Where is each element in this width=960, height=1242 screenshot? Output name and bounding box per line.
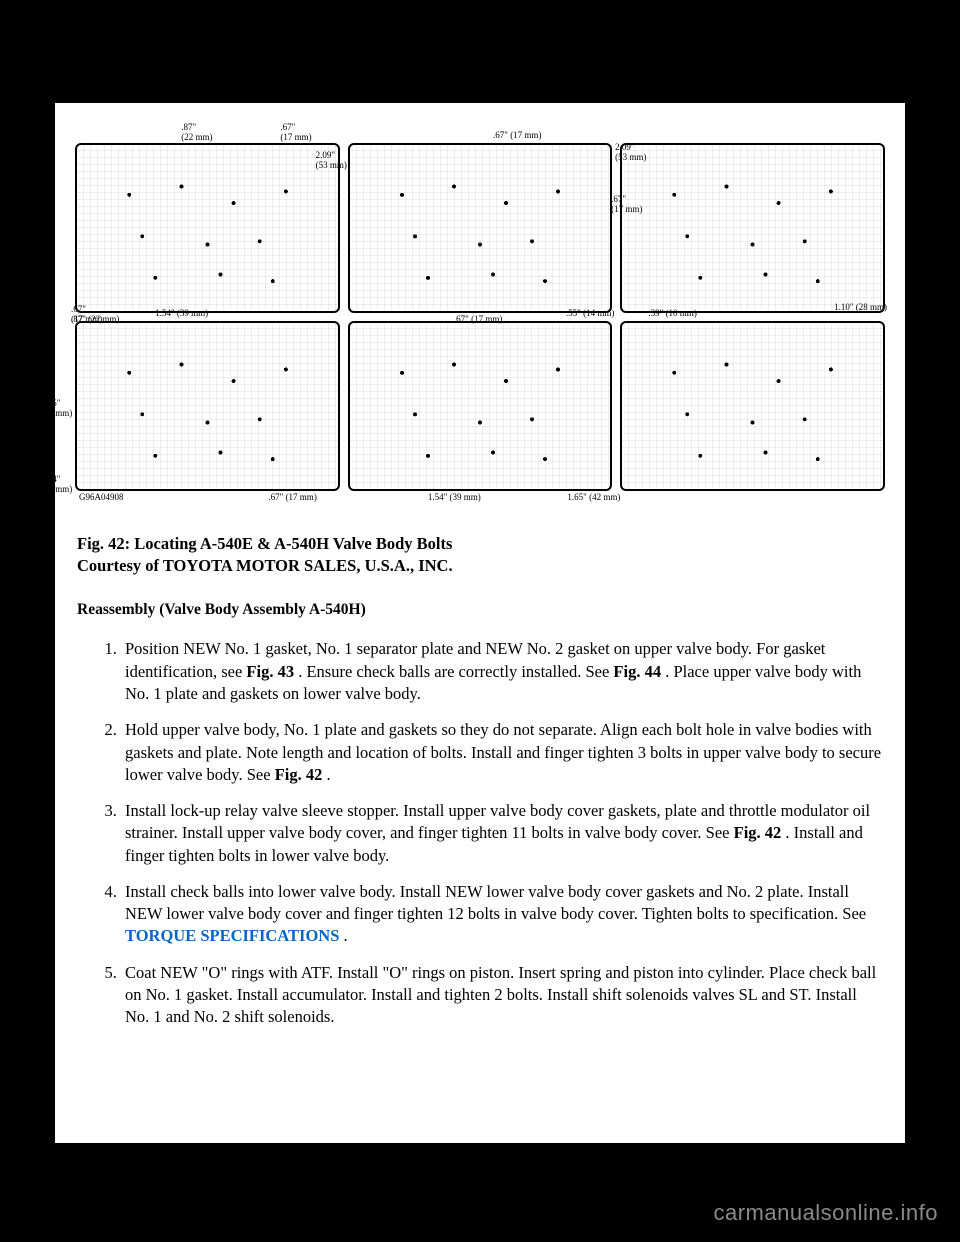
watermark: carmanualsonline.info [713, 1200, 938, 1226]
valve-body-view-4: .67"(17 mm) 1.54" (39 mm) 1.65"(42 mm) 1… [75, 321, 340, 491]
fig-ref: Fig. 44 [613, 662, 661, 681]
figure-42-diagram: .87"(22 mm) .67"(17 mm) .87" (22 mm) 2.0… [55, 103, 905, 501]
callout-label: 1.54" (39 mm) [155, 309, 208, 319]
valve-body-view-3: 1.10" (28 mm) [620, 143, 885, 313]
callout-label: .87"(22 mm) [181, 123, 212, 143]
callout-label: .39" (10 mm) [648, 309, 696, 319]
valve-body-view-5: .55" (14 mm) 1.54" (39 mm) 1.65" (42 mm) [348, 321, 613, 491]
caption-fig-title: Locating A-540E & A-540H Valve Body Bolt… [134, 534, 452, 553]
callout-label: .55" (14 mm) [566, 309, 614, 319]
callout-label: 1.54"(39 mm) [41, 475, 72, 495]
subheading: Reassembly (Valve Body Assembly A-540H) [77, 600, 883, 621]
fig-ref: Fig. 43 [246, 662, 294, 681]
callout-label: 1.54" (39 mm) [428, 493, 481, 503]
callout-label: .67" (17 mm) [268, 493, 316, 503]
callout-label: 1.10" (28 mm) [834, 303, 887, 313]
figure-caption: Fig. 42: Locating A-540E & A-540H Valve … [77, 533, 883, 578]
step-text: . [339, 926, 347, 945]
valve-body-view-2: 2.09"(53 mm) .67" (17 mm) 2.09"(53 mm) .… [348, 143, 613, 313]
step-3: Install lock-up relay valve sleeve stopp… [121, 800, 883, 867]
step-text: . Ensure check balls are correctly insta… [294, 662, 613, 681]
step-2: Hold upper valve body, No. 1 plate and g… [121, 719, 883, 786]
callout-label: 1.65" (42 mm) [567, 493, 620, 503]
fig-ref: Fig. 42 [275, 765, 323, 784]
callout-label: 2.09"(53 mm) [316, 151, 347, 171]
step-text: . [322, 765, 330, 784]
caption-fig-prefix: Fig. 42: [77, 534, 134, 553]
valve-body-view-1: .87"(22 mm) .67"(17 mm) .87" (22 mm) [75, 143, 340, 313]
callout-label: 1.65"(42 mm) [41, 399, 72, 419]
valve-body-view-6: .39" (10 mm) [620, 321, 885, 491]
page: .87"(22 mm) .67"(17 mm) .87" (22 mm) 2.0… [55, 103, 905, 1143]
callout-label: .67"(17 mm) [280, 123, 311, 143]
fig-ref: Fig. 42 [734, 823, 782, 842]
step-text: Install check balls into lower valve bod… [125, 882, 866, 923]
content-area: Fig. 42: Locating A-540E & A-540H Valve … [55, 501, 905, 1028]
step-5: Coat NEW "O" rings with ATF. Install "O"… [121, 962, 883, 1029]
step-4: Install check balls into lower valve bod… [121, 881, 883, 948]
step-1: Position NEW No. 1 gasket, No. 1 separat… [121, 638, 883, 705]
diagram-grid: .87"(22 mm) .67"(17 mm) .87" (22 mm) 2.0… [75, 143, 885, 491]
step-text: Hold upper valve body, No. 1 plate and g… [125, 720, 881, 784]
caption-courtesy: Courtesy of TOYOTA MOTOR SALES, U.S.A., … [77, 556, 453, 575]
callout-label: .67" (17 mm) [493, 131, 541, 141]
callout-label: .67"(17 mm) [71, 305, 102, 325]
step-text: Coat NEW "O" rings with ATF. Install "O"… [125, 963, 876, 1027]
figure-code: G96A04908 [79, 492, 124, 502]
steps-list: Position NEW No. 1 gasket, No. 1 separat… [77, 638, 883, 1028]
torque-specifications-link[interactable]: TORQUE SPECIFICATIONS [125, 926, 339, 945]
